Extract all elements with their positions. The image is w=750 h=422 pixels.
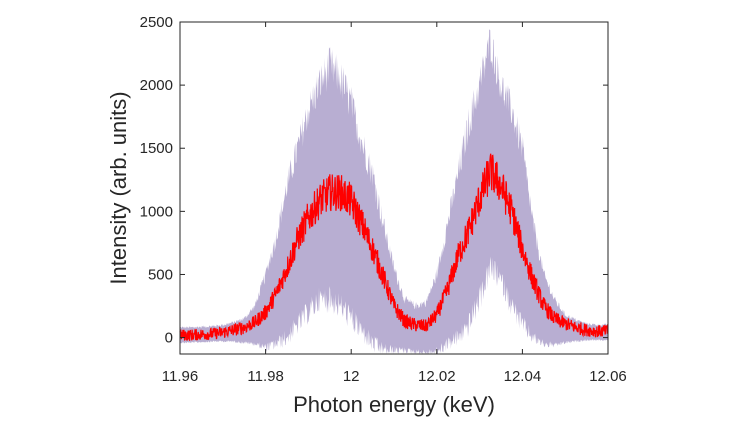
y-tick-label: 0 [165,330,173,347]
x-axis-label: Photon energy (keV) [293,392,495,417]
ticks-layer: 11.96 11.98 12 12.02 12.04 12.06 0 500 1000 1500 2… [140,14,627,385]
x-tick-label: 12 [343,368,360,385]
y-tick-label: 1000 [140,203,173,220]
y-tick-label: 2500 [140,14,173,31]
mean-series-line [179,153,609,341]
x-tick-label: 12.04 [504,368,542,385]
y-tick-label: 500 [148,266,173,283]
line-layer [179,153,609,341]
y-tick-label: 2000 [140,77,173,94]
x-tick-label: 12.06 [589,368,627,385]
axes-box [179,21,609,355]
x-tick-label: 12.02 [418,368,456,385]
x-tick-label: 11.98 [247,368,283,385]
x-tick-label: 11.96 [162,368,198,385]
y-tick-label: 1500 [140,140,173,157]
y-axis-label: Intensity (arb. units) [106,91,131,284]
